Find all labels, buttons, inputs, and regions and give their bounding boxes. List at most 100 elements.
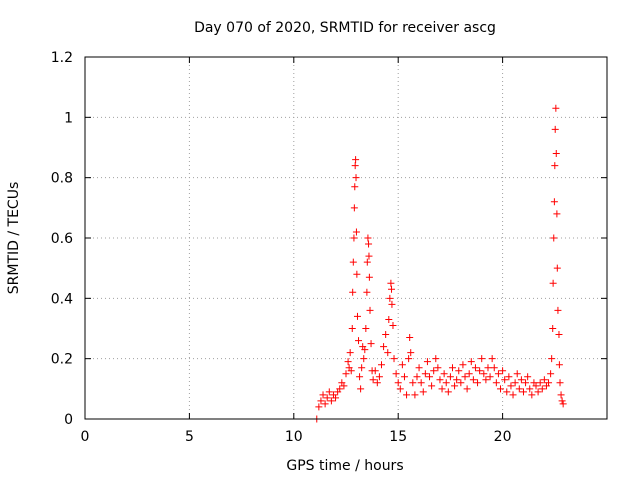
y-axis-title: SRMTID / TECUs [6, 182, 22, 295]
data-point [351, 183, 359, 191]
data-point [352, 174, 360, 182]
data-point [367, 340, 375, 348]
data-point [524, 373, 532, 381]
data-point [471, 364, 479, 372]
data-point [492, 379, 500, 387]
data-point [336, 385, 344, 393]
data-point [386, 294, 394, 302]
data-point [419, 388, 427, 396]
data-point [342, 370, 350, 378]
data-point [350, 204, 358, 212]
data-point [549, 325, 557, 332]
data-point [389, 321, 397, 329]
data-point [526, 385, 534, 393]
data-point [413, 373, 421, 381]
data-point [352, 228, 360, 236]
data-point [440, 370, 448, 378]
data-point [317, 397, 325, 405]
data-point [371, 367, 379, 375]
data-point [351, 162, 359, 170]
data-point [346, 349, 354, 357]
y-tick-label: 1.2 [51, 50, 73, 66]
x-tick-label: 15 [389, 429, 407, 445]
data-point [557, 391, 565, 399]
data-point [361, 346, 369, 354]
y-tick-label: 0.8 [51, 171, 73, 187]
data-point [509, 391, 517, 399]
plot-frame [84, 56, 608, 420]
data-point [551, 125, 559, 133]
data-point [451, 382, 459, 390]
data-point [373, 379, 381, 387]
chart-title: Day 070 of 2020, SRMTID for receiver asc… [194, 20, 496, 36]
data-point [494, 370, 502, 378]
data-point [385, 315, 393, 323]
data-point [357, 385, 365, 393]
data-point [501, 376, 509, 384]
data-point [522, 379, 530, 387]
y-tick-label: 0.2 [51, 352, 73, 368]
data-point [319, 391, 327, 399]
y-tick-label: 0 [64, 412, 73, 428]
data-point [417, 379, 425, 387]
data-point [540, 376, 548, 384]
data-point [515, 385, 523, 393]
data-point [364, 234, 372, 242]
data-point [394, 379, 402, 387]
data-point [554, 306, 562, 314]
data-point [407, 349, 415, 357]
data-point [406, 334, 414, 342]
data-point [384, 349, 392, 357]
data-point [409, 379, 417, 387]
data-point [365, 240, 373, 248]
data-point [396, 385, 404, 393]
data-point [355, 337, 363, 345]
data-point [436, 376, 444, 384]
data-point [315, 403, 323, 411]
data-point [352, 156, 360, 164]
data-point [434, 364, 442, 372]
data-point [532, 382, 540, 390]
data-point [553, 210, 561, 218]
data-point [536, 379, 544, 387]
data-point [503, 388, 511, 396]
data-point [415, 364, 423, 372]
y-tick-labels: 0 0.2 0.4 0.6 0.8 1 1.2 [51, 50, 73, 428]
data-point [461, 373, 469, 381]
data-point [465, 370, 473, 378]
data-point [377, 361, 385, 369]
data-point [365, 252, 373, 260]
data-point [321, 400, 329, 408]
data-point [388, 285, 396, 293]
data-point [559, 400, 567, 408]
x-tick-label: 20 [494, 429, 512, 445]
data-point [490, 364, 498, 372]
x-tick-labels: 0 5 10 15 20 [81, 429, 512, 445]
data-point [327, 397, 335, 405]
data-point [323, 394, 331, 402]
data-point [405, 355, 413, 363]
data-point [538, 385, 546, 393]
data-point [353, 270, 361, 278]
data-point [480, 370, 488, 378]
data-point [363, 288, 371, 296]
data-point [513, 370, 521, 378]
data-point [547, 370, 555, 378]
data-point [392, 370, 400, 378]
data-point [369, 376, 377, 384]
data-point [366, 306, 374, 314]
data-point [552, 150, 560, 158]
data-point [511, 379, 519, 387]
data-point [421, 370, 429, 378]
data-point [348, 325, 356, 332]
data-point [347, 367, 355, 375]
data-point [423, 358, 431, 366]
x-tick-label: 10 [285, 429, 303, 445]
data-points [313, 104, 567, 423]
data-point [484, 364, 492, 372]
data-point [382, 331, 390, 339]
data-point [549, 279, 557, 287]
data-point [467, 358, 475, 366]
data-point [545, 379, 553, 387]
data-point [455, 367, 463, 375]
